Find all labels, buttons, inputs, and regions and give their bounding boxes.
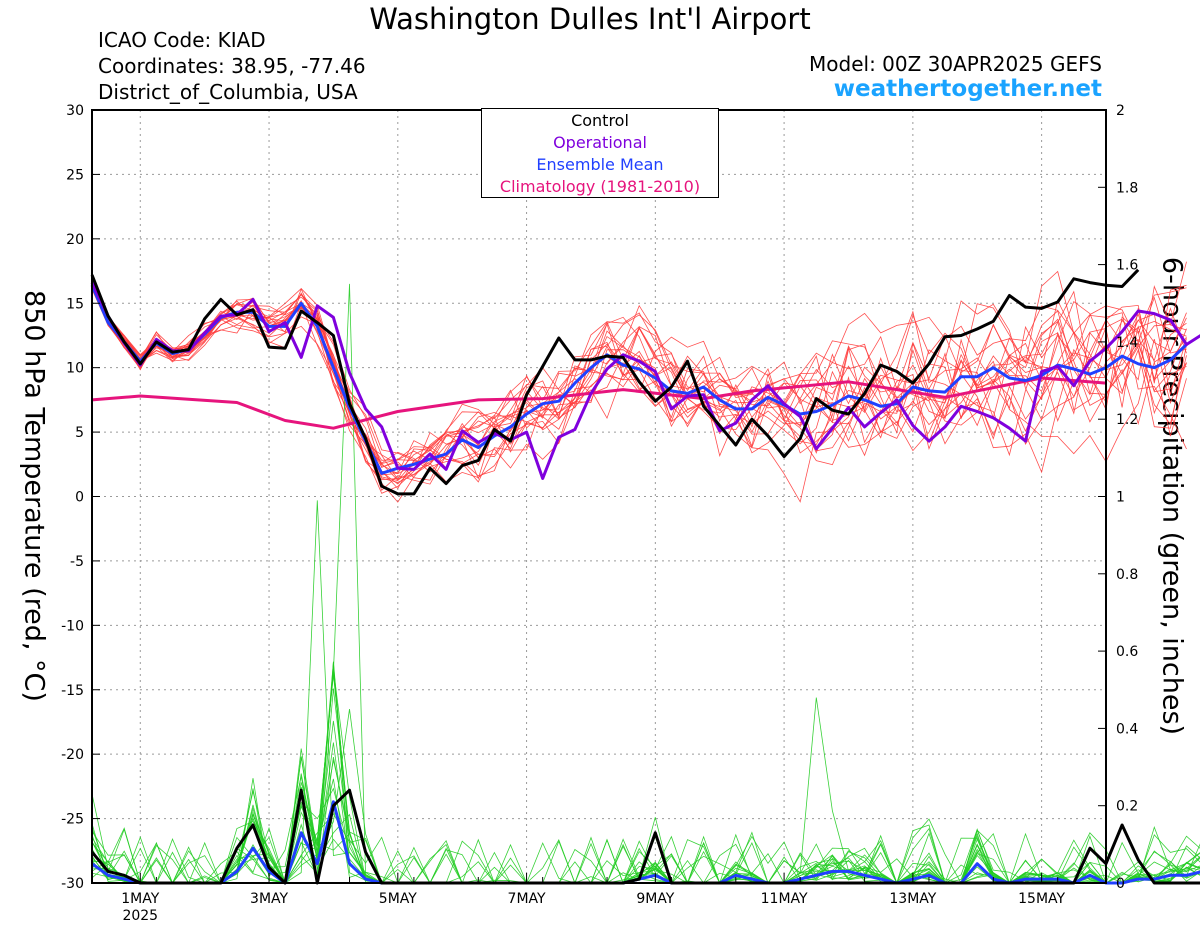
precip-member-line	[91, 662, 1200, 884]
y-tick-label-left: -25	[61, 812, 84, 828]
icao-code: ICAO Code: KIAD	[98, 28, 266, 52]
y-tick-label-left: -5	[70, 554, 84, 570]
y-tick-label-right: 0.4	[1116, 721, 1138, 737]
temperature-member-line	[91, 285, 1187, 469]
legend-entry-climatology: Climatology (1981-2010)	[499, 177, 701, 196]
x-tick-label: 9MAY	[636, 891, 674, 907]
x-tick-label: 11MAY	[761, 891, 808, 907]
ensemble-mean-temperature-line	[90, 284, 1188, 475]
x-tick-year-label: 2025	[122, 908, 158, 924]
y-tick-label-left: -20	[61, 747, 84, 763]
temperature-member-line	[91, 288, 1187, 469]
plot-frame	[91, 109, 1107, 884]
x-tick-label: 13MAY	[889, 891, 936, 907]
y-tick-label-right: 0.6	[1116, 644, 1138, 660]
legend-entry-operational: Operational	[553, 133, 647, 152]
y-tick-label-left: -30	[61, 876, 84, 892]
temperature-member-line	[91, 289, 1187, 473]
temperature-member-line	[91, 284, 1187, 485]
y-tick-label-right: 1.6	[1116, 258, 1138, 274]
y-tick-label-left: 20	[66, 232, 84, 248]
precip-member-line	[91, 661, 1200, 884]
y-tick-label-right: 2	[1116, 103, 1125, 119]
coordinates: Coordinates: 38.95, -77.46	[98, 54, 366, 78]
temperature-member-line	[91, 287, 1187, 481]
y-tick-label-right: 0.8	[1116, 567, 1138, 583]
x-tick-label: 1MAY	[121, 891, 159, 907]
x-tick-label: 5MAY	[379, 891, 417, 907]
temperature-member-line	[91, 261, 1187, 492]
y-tick-label-right: 0.2	[1116, 799, 1138, 815]
y-tick-label-left: 25	[66, 167, 84, 183]
y-tick-label-left: 30	[66, 103, 84, 119]
y-tick-label-left: -15	[61, 683, 84, 699]
y-tick-label-left: 10	[66, 361, 84, 377]
x-tick-label: 7MAY	[508, 891, 546, 907]
y-tick-label-left: 5	[75, 425, 84, 441]
y-tick-label-left: -10	[61, 618, 84, 634]
x-tick-label: 15MAY	[1018, 891, 1065, 907]
y-tick-label-right: 1	[1116, 490, 1125, 506]
x-tick-label: 3MAY	[250, 891, 288, 907]
y-tick-label-right: 0	[1116, 876, 1125, 892]
control-temperature-line	[90, 268, 1140, 496]
y-tick-label-left: 15	[66, 296, 84, 312]
temperature-member-line	[91, 284, 1187, 483]
legend-entry-control: Control	[571, 111, 629, 130]
site-brand: weathertogether.net	[833, 76, 1102, 102]
chart-title: Washington Dulles Int'l Airport	[369, 2, 811, 36]
model-run: Model: 00Z 30APR2025 GEFS	[809, 52, 1102, 76]
region: District_of_Columbia, USA	[98, 80, 358, 104]
temperature-member-line	[91, 284, 1187, 503]
y-tick-label-right: 1.8	[1116, 180, 1138, 196]
y-tick-label-right: 1.4	[1116, 335, 1138, 351]
legend-entry-ensemble-mean: Ensemble Mean	[536, 155, 664, 174]
operational-temperature-line	[90, 281, 1200, 480]
temperature-member-line	[91, 280, 1187, 481]
y-tick-label-right: 1.2	[1116, 412, 1138, 428]
y-tick-label-left: 0	[75, 490, 84, 506]
legend: Control Operational Ensemble Mean Climat…	[481, 108, 719, 198]
climatology-temperature-line	[91, 376, 1107, 430]
